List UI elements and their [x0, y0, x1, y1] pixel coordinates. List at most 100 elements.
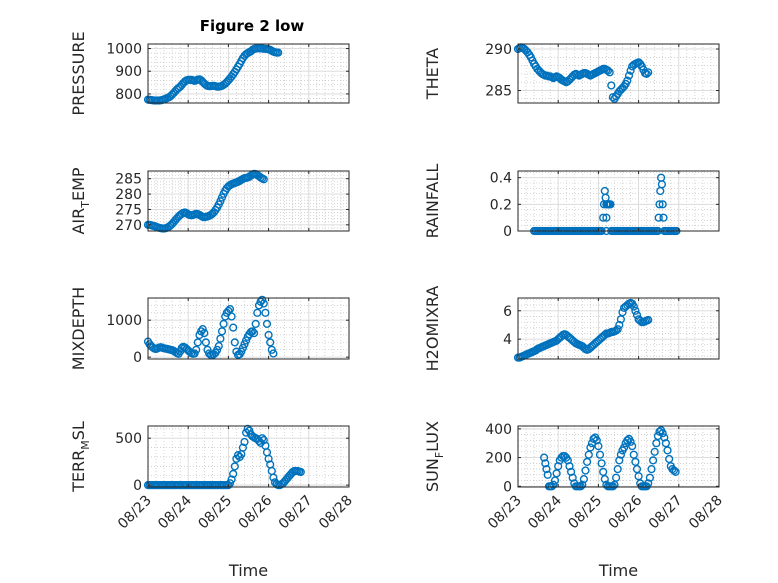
- subplot-6: 4 6 H2OMIXRA: [423, 286, 720, 371]
- data-point: [626, 437, 635, 446]
- data-point: [229, 323, 238, 332]
- data-point: [219, 319, 228, 329]
- subplot-1: 800 900 1000 PRESSURE: [69, 31, 350, 116]
- y-tick-label: 500: [115, 431, 142, 447]
- x-tick-label: 08/27: [646, 493, 686, 533]
- data-point: [671, 467, 680, 477]
- data-point: [663, 446, 672, 455]
- x-tick-label: 08/25: [195, 493, 235, 533]
- data-point: [603, 66, 613, 75]
- y-tick-label: 0: [503, 224, 512, 240]
- data-point: [238, 343, 248, 353]
- x-tick-label: 08/28: [316, 493, 356, 533]
- y-axis-label: PRESSURE: [69, 31, 88, 115]
- data-point: [605, 68, 614, 77]
- data-point: [648, 456, 658, 465]
- data-point: [644, 315, 653, 325]
- y-tick-label: 4: [503, 332, 512, 348]
- subplot-4: 0 0.2 0.4 RAINFALL: [423, 164, 720, 240]
- axes-box: [147, 43, 350, 104]
- data-point: [201, 338, 211, 347]
- x-tick-label: 08/23: [115, 493, 155, 533]
- data-point: [227, 475, 236, 484]
- data-point: [192, 345, 201, 354]
- y-tick-label: 290: [485, 42, 512, 58]
- axes-box: [147, 170, 350, 232]
- data-point: [240, 437, 249, 447]
- data-point: [599, 213, 608, 222]
- data-point: [214, 342, 223, 351]
- x-tick-label: 08/24: [525, 492, 565, 532]
- data-point: [253, 308, 262, 317]
- plot-area: [518, 171, 719, 231]
- axes-box: [147, 425, 350, 488]
- data-point: [568, 473, 577, 482]
- data-series: [539, 426, 680, 491]
- data-point: [594, 442, 603, 451]
- data-point: [616, 450, 626, 459]
- data-point: [242, 336, 251, 345]
- data-point: [584, 450, 593, 459]
- data-point: [237, 347, 246, 356]
- data-point: [238, 443, 248, 452]
- y-tick-label: 0.4: [490, 171, 512, 187]
- data-point: [650, 447, 659, 456]
- data-point: [240, 340, 249, 349]
- data-point: [200, 329, 209, 338]
- data-point: [586, 443, 595, 452]
- data-point: [595, 450, 605, 459]
- data-point: [600, 475, 609, 484]
- y-axis-label: SUNFLUX: [423, 421, 446, 492]
- y-tick-label: 900: [115, 64, 142, 80]
- data-point: [250, 329, 259, 338]
- data-point: [613, 465, 622, 474]
- data-point: [229, 469, 238, 479]
- data-point: [267, 345, 276, 354]
- data-point: [217, 193, 227, 202]
- data-point: [269, 349, 278, 358]
- y-tick-label: 800: [115, 87, 142, 103]
- y-axis-label: TERRMSL: [69, 421, 92, 493]
- data-point: [659, 213, 668, 222]
- data-point: [655, 200, 664, 209]
- data-point: [565, 462, 574, 471]
- axes-box: [517, 425, 720, 488]
- data-point: [611, 473, 621, 482]
- y-tick-label: 285: [115, 172, 142, 188]
- data-point: [552, 469, 561, 478]
- data-point: [658, 200, 667, 209]
- data-point: [647, 465, 656, 474]
- subplot-7: 0 500 08/23 08/24 08/25 08/26 08/27 08/28 Time TE…: [69, 421, 356, 580]
- data-point: [216, 197, 225, 206]
- data-point: [628, 442, 637, 451]
- data-point: [592, 436, 601, 445]
- data-point: [597, 459, 606, 468]
- data-point: [657, 180, 667, 189]
- data-point: [266, 338, 275, 347]
- y-tick-label: 270: [115, 218, 142, 234]
- data-point: [619, 443, 629, 452]
- data-series: [513, 298, 653, 362]
- figure-title: Figure 2 low: [200, 17, 305, 35]
- y-tick-label: 0.2: [490, 197, 512, 213]
- x-tick-label: 08/27: [276, 493, 316, 533]
- data-point: [261, 308, 270, 317]
- data-point: [269, 473, 278, 482]
- data-point: [190, 349, 199, 358]
- data-point: [576, 482, 585, 491]
- data-point: [274, 48, 283, 57]
- x-tick-label: 08/26: [236, 492, 276, 532]
- y-axis-label: MIXDEPTH: [69, 287, 88, 370]
- x-tick-label: 08/24: [155, 492, 195, 532]
- data-point: [623, 76, 632, 85]
- axes-box: [147, 297, 350, 360]
- y-tick-label: 200: [485, 451, 512, 467]
- data-point: [644, 68, 653, 77]
- data-point: [607, 81, 616, 90]
- data-point: [233, 451, 243, 460]
- data-point: [227, 312, 236, 321]
- y-tick-label: 0: [133, 478, 142, 494]
- data-point: [660, 433, 669, 442]
- data-point: [251, 319, 260, 329]
- data-point: [225, 305, 235, 314]
